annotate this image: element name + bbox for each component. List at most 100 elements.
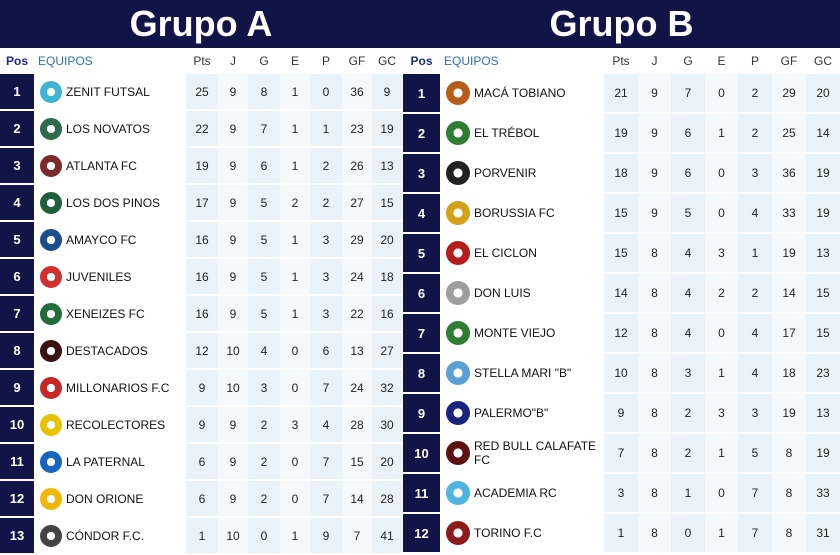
stat-g-cell: 6 (248, 148, 280, 185)
stat-pts-cell: 9 (604, 394, 638, 434)
header-g: G (671, 48, 705, 74)
position-cell: 6 (0, 259, 34, 296)
stat-gf-cell: 8 (772, 514, 806, 554)
table-row: 3 ATLANTA FC 19 9 6 1 2 26 13 (0, 148, 402, 185)
stat-p-cell: 3 (310, 222, 342, 259)
stat-j-cell: 9 (638, 154, 671, 194)
team-crest-icon (446, 481, 470, 505)
team-name: ACADEMIA RC (474, 486, 557, 500)
table-row: 9 MILLONARIOS F.C 9 10 3 0 7 24 32 (0, 370, 402, 407)
stat-gc-cell: 13 (806, 234, 840, 274)
header-p: P (310, 48, 342, 74)
team-crest-icon (446, 521, 470, 545)
stat-e-cell: 1 (705, 434, 738, 474)
group-b-panel: Grupo B Pos EQUIPOS Pts J G E P GF GC 1 M… (403, 0, 840, 554)
stat-e-cell: 0 (280, 333, 310, 370)
stat-pts-cell: 6 (186, 444, 218, 481)
position-cell: 1 (403, 74, 440, 114)
stat-p-cell: 2 (310, 185, 342, 222)
team-crest-icon (40, 154, 62, 177)
stat-gf-cell: 17 (772, 314, 806, 354)
stat-gf-cell: 26 (342, 148, 372, 185)
header-team: EQUIPOS (34, 48, 186, 74)
stat-g-cell: 2 (671, 434, 705, 474)
team-cell: AMAYCO FC (34, 222, 186, 259)
team-crest-icon (446, 361, 470, 385)
stat-gf-cell: 29 (772, 74, 806, 114)
stat-j-cell: 9 (638, 194, 671, 234)
stat-j-cell: 9 (218, 222, 248, 259)
stat-gc-cell: 14 (806, 114, 840, 154)
header-gc: GC (806, 48, 840, 74)
stat-e-cell: 1 (280, 222, 310, 259)
position-cell: 12 (0, 481, 34, 518)
stat-pts-cell: 18 (604, 154, 638, 194)
team-name: DON LUIS (474, 286, 531, 300)
stat-e-cell: 3 (705, 234, 738, 274)
stat-g-cell: 5 (671, 194, 705, 234)
group-a-header-row: Pos EQUIPOS Pts J G E P GF GC (0, 48, 402, 74)
team-cell: ATLANTA FC (34, 148, 186, 185)
stat-gf-cell: 8 (772, 474, 806, 514)
stat-gc-cell: 15 (806, 274, 840, 314)
header-j: J (218, 48, 248, 74)
stat-gf-cell: 15 (342, 444, 372, 481)
stat-p-cell: 3 (738, 394, 772, 434)
stat-j-cell: 8 (638, 314, 671, 354)
stat-e-cell: 0 (705, 314, 738, 354)
stat-j-cell: 9 (218, 111, 248, 148)
team-crest-icon (446, 321, 470, 345)
stat-e-cell: 0 (280, 370, 310, 407)
team-name: CÓNDOR F.C. (66, 528, 144, 543)
position-cell: 1 (0, 74, 34, 111)
stat-g-cell: 4 (671, 274, 705, 314)
stat-gc-cell: 32 (372, 370, 402, 407)
stat-gc-cell: 13 (806, 394, 840, 434)
stat-gc-cell: 15 (372, 185, 402, 222)
stat-j-cell: 8 (638, 474, 671, 514)
header-j: J (638, 48, 671, 74)
position-cell: 13 (0, 518, 34, 555)
stat-e-cell: 1 (705, 514, 738, 554)
header-e: E (705, 48, 738, 74)
team-crest-icon (40, 339, 62, 362)
team-name: EL TRÉBOL (474, 126, 540, 140)
stat-g-cell: 7 (671, 74, 705, 114)
stat-pts-cell: 9 (186, 407, 218, 444)
team-crest-icon (40, 265, 62, 288)
position-cell: 2 (403, 114, 440, 154)
position-cell: 3 (0, 148, 34, 185)
position-cell: 5 (403, 234, 440, 274)
stat-p-cell: 4 (738, 354, 772, 394)
group-a-rows: 1 ZENIT FUTSAL 25 9 8 1 0 36 9 2 LOS NOVATOS 22 9 7 1 1… (0, 74, 402, 555)
stat-j-cell: 9 (218, 259, 248, 296)
position-cell: 8 (403, 354, 440, 394)
table-row: 6 JUVENILES 16 9 5 1 3 24 18 (0, 259, 402, 296)
team-cell: CÓNDOR F.C. (34, 518, 186, 555)
header-gf: GF (342, 48, 372, 74)
stat-pts-cell: 15 (604, 194, 638, 234)
team-cell: LOS NOVATOS (34, 111, 186, 148)
stat-p-cell: 3 (310, 296, 342, 333)
team-crest-icon (40, 302, 62, 325)
stat-p-cell: 2 (310, 148, 342, 185)
header-pts: Pts (604, 48, 638, 74)
team-name: DESTACADOS (66, 343, 148, 358)
stat-p-cell: 1 (310, 111, 342, 148)
stat-e-cell: 0 (705, 154, 738, 194)
table-row: 8 STELLA MARI "B" 10 8 3 1 4 18 23 (403, 354, 840, 394)
position-cell: 5 (0, 222, 34, 259)
position-cell: 10 (403, 434, 440, 474)
stat-g-cell: 3 (671, 354, 705, 394)
position-cell: 10 (0, 407, 34, 444)
stat-p-cell: 7 (738, 474, 772, 514)
stat-p-cell: 6 (310, 333, 342, 370)
stat-pts-cell: 14 (604, 274, 638, 314)
team-name: PORVENIR (474, 166, 537, 180)
table-row: 8 DESTACADOS 12 10 4 0 6 13 27 (0, 333, 402, 370)
stat-g-cell: 2 (248, 444, 280, 481)
stat-pts-cell: 12 (604, 314, 638, 354)
stat-gc-cell: 30 (372, 407, 402, 444)
position-cell: 6 (403, 274, 440, 314)
stat-j-cell: 8 (638, 434, 671, 474)
